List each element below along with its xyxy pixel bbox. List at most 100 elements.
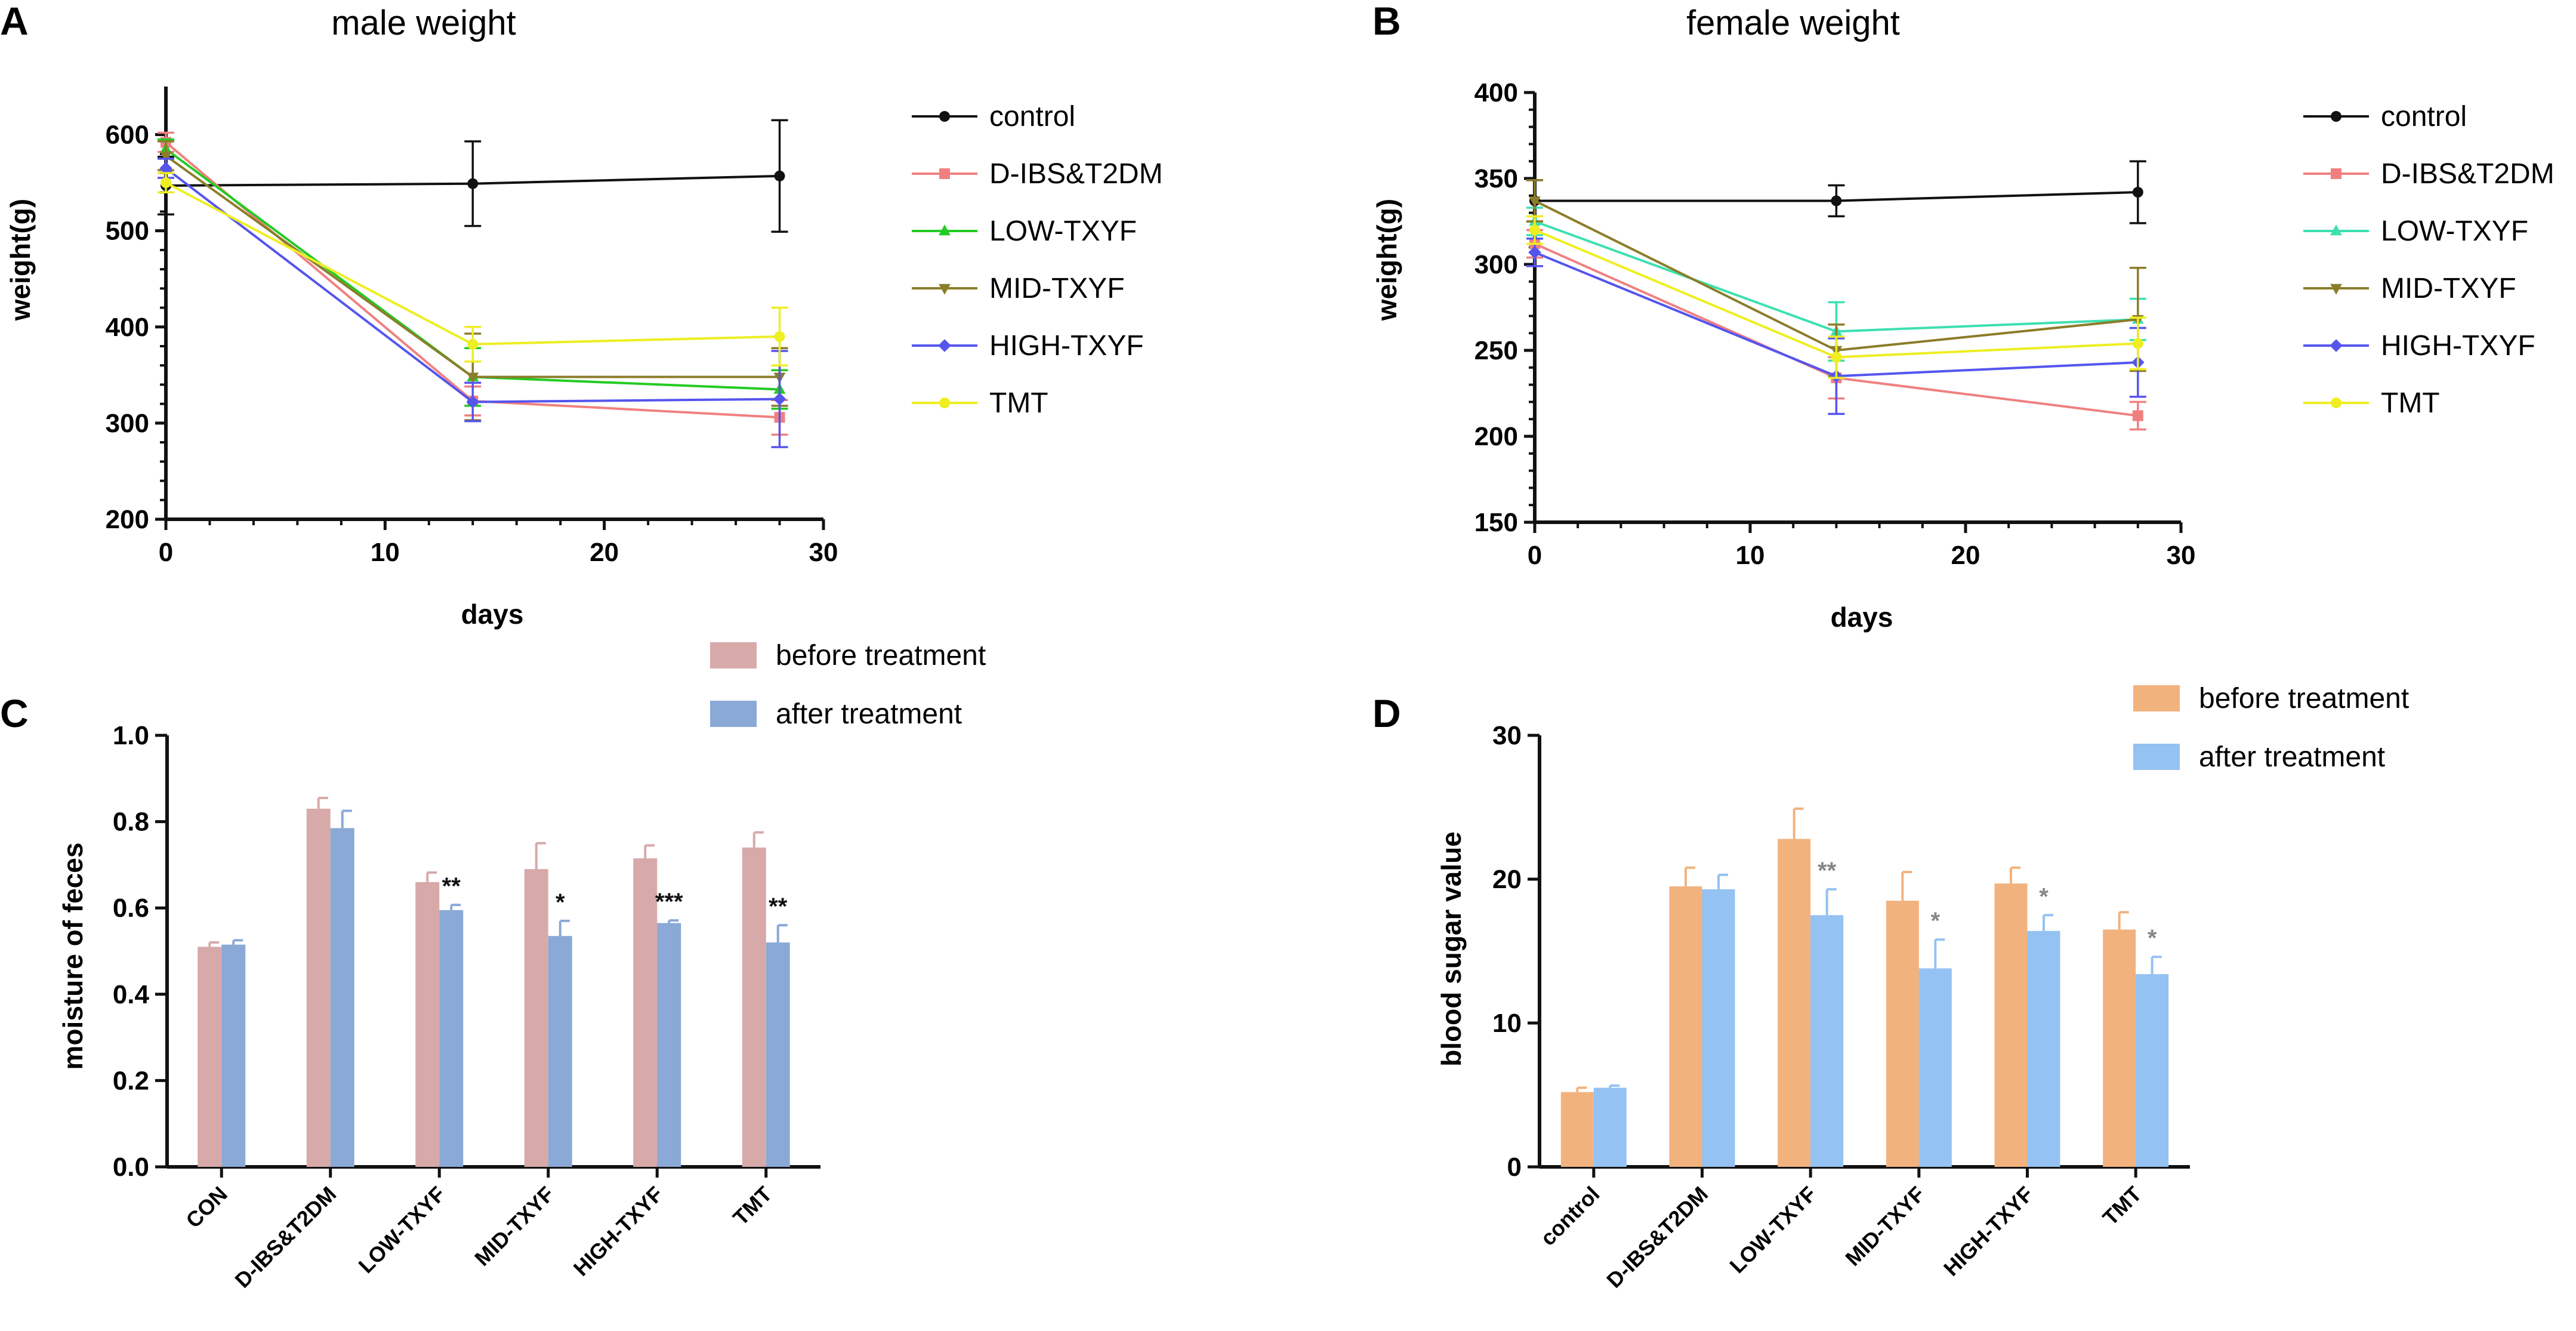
pc-bar-after-treatment-high-txyf: [657, 923, 681, 1167]
pc-category-label-d-ibs-t2dm: D-IBS&T2DM: [230, 1182, 341, 1293]
pb-x-tick-label: 0: [1528, 541, 1542, 570]
pd-significance-marker: *: [2039, 883, 2049, 910]
pa-x-tick-label: 20: [590, 538, 619, 567]
pd-significance-marker: *: [2148, 925, 2157, 951]
pd-before-treatment-legend-swatch: [2133, 685, 2180, 711]
pb-d-ibs-t2dm-legend-marker: [2331, 168, 2341, 179]
pb-y-tick-label: 150: [1474, 508, 1518, 537]
pa-y-tick-label: 500: [106, 217, 149, 246]
pc-category-label-mid-txyf: MID-TXYF: [470, 1182, 559, 1271]
pc-after-treatment-legend-label: after treatment: [776, 698, 962, 730]
pa-high-txyf-point: [773, 392, 786, 406]
pb-y-tick-label: 300: [1474, 250, 1518, 279]
pa-d-ibs-t2dm-legend-marker: [939, 168, 950, 179]
panel-letter-c: C: [0, 691, 29, 735]
y-axis-title-d: blood sugar value: [1436, 831, 1467, 1067]
pd-after-treatment-legend-label: after treatment: [2199, 741, 2385, 773]
pa-control-point: [467, 178, 479, 189]
pa-tmt-point: [467, 338, 479, 350]
panel-a: A male weight weight(g) days 20030040050…: [0, 0, 1163, 630]
pc-bar-after-treatment-tmt: [766, 942, 790, 1167]
pb-tmt-legend-label: TMT: [2381, 387, 2440, 419]
pd-category-label-high-txyf: HIGH-TXYF: [1939, 1182, 2038, 1281]
pc-category-label-con: CON: [181, 1182, 232, 1233]
pb-y-tick-label: 350: [1474, 164, 1518, 193]
pa-mid-txyf-point: [160, 151, 172, 162]
pb-high-txyf-point: [1528, 246, 1541, 259]
pc-y-tick-label: 0.2: [113, 1066, 149, 1095]
pb-control-legend-marker: [2331, 111, 2341, 122]
pa-tmt-point: [774, 331, 785, 342]
pb-mid-txyf-point: [1529, 196, 1541, 208]
pa-control-legend-marker: [939, 111, 950, 122]
pd-bar-before-treatment-control: [1560, 1092, 1594, 1167]
pc-bar-before-treatment-mid-txyf: [524, 869, 548, 1167]
pc-y-tick-label: 1.0: [113, 721, 149, 750]
pa-high-txyf-point: [159, 162, 172, 175]
pd-y-tick-label: 10: [1492, 1009, 1522, 1038]
axes-a: 200 300 400 500 600 0 10 20 30: [106, 87, 838, 567]
pb-y-tick-label: 200: [1474, 422, 1518, 451]
pd-after-treatment-legend-swatch: [2133, 744, 2180, 770]
y-axis-title-a: weight(g): [5, 199, 36, 321]
pb-x-tick-label: 30: [2167, 541, 2196, 570]
panel-letter-a: A: [0, 0, 29, 43]
panel-b: B female weight weight(g) days 150200250…: [1371, 0, 2555, 633]
pd-category-label-control: control: [1535, 1182, 1604, 1250]
legend-d: before treatment after treatment: [2133, 683, 2409, 773]
pa-y-tick-label: 600: [106, 121, 149, 150]
pa-high-txyf-legend-marker: [938, 339, 951, 352]
legend-c: before treatment after treatment: [710, 640, 986, 730]
pc-before-treatment-legend-label: before treatment: [776, 640, 986, 671]
pc-category-label-high-txyf: HIGH-TXYF: [569, 1182, 668, 1281]
pd-category-label-tmt: TMT: [2098, 1182, 2146, 1230]
pc-bar-after-treatment-con: [221, 944, 246, 1167]
pa-y-tick-label: 400: [106, 313, 149, 342]
pb-d-ibs-t2dm-point: [2132, 410, 2143, 421]
pb-mid-txyf-legend-label: MID-TXYF: [2381, 273, 2516, 304]
pd-bar-after-treatment-mid-txyf: [1918, 968, 1952, 1167]
pd-y-tick-label: 30: [1492, 721, 1522, 750]
pc-bar-after-treatment-d-ibs-t2dm: [330, 828, 354, 1167]
y-axis-title-b: weight(g): [1371, 199, 1402, 321]
pd-bar-after-treatment-high-txyf: [2027, 931, 2060, 1167]
pa-low-txyf-legend-label: LOW-TXYF: [989, 215, 1137, 247]
pd-significance-marker: **: [1818, 858, 1837, 884]
pb-tmt-point: [2132, 338, 2143, 349]
pa-x-tick-label: 10: [371, 538, 400, 567]
y-axis-title-c: moisture of feces: [57, 843, 88, 1070]
chart-title-a: male weight: [331, 4, 516, 42]
pb-tmt-legend-marker: [2331, 398, 2341, 408]
pb-low-txyf-legend-marker: [2330, 224, 2342, 236]
pd-category-label-low-txyf: LOW-TXYF: [1724, 1182, 1821, 1278]
pa-high-txyf-legend-label: HIGH-TXYF: [989, 330, 1144, 362]
pa-tmt-legend-label: TMT: [989, 387, 1048, 419]
panel-letter-b: B: [1372, 0, 1401, 43]
pd-category-label-d-ibs-t2dm: D-IBS&T2DM: [1602, 1182, 1713, 1293]
pa-x-tick-label: 30: [809, 538, 838, 567]
pa-mid-txyf-legend-marker: [939, 284, 951, 295]
legend-a: control D-IBS&T2DM LOW-TXYF MID-TXYF HIGH-TX…: [912, 101, 1163, 419]
pb-mid-txyf-legend-marker: [2330, 284, 2342, 295]
pc-y-tick-label: 0.6: [113, 894, 149, 923]
pd-category-label-mid-txyf: MID-TXYF: [1840, 1182, 1929, 1271]
pb-x-tick-label: 10: [1736, 541, 1765, 570]
pa-x-tick-label: 0: [159, 538, 173, 567]
panel-letter-d: D: [1372, 691, 1401, 735]
pb-tmt-point: [1831, 352, 1842, 363]
pc-significance-marker: **: [442, 873, 461, 899]
chart-title-b: female weight: [1686, 4, 1900, 42]
plot-area-d: *****: [1560, 807, 2169, 1167]
pa-low-txyf-legend-marker: [939, 224, 951, 236]
pd-bar-after-treatment-d-ibs-t2dm: [1702, 889, 1735, 1167]
pc-bar-after-treatment-low-txyf: [439, 910, 464, 1167]
pd-bar-before-treatment-mid-txyf: [1886, 901, 1919, 1167]
pb-y-tick-label: 400: [1474, 78, 1518, 107]
pc-y-tick-label: 0.0: [113, 1153, 149, 1182]
panel-c: C moisture of feces 0.0 0.2 0.4 0.6 0.8 1.0 CO…: [0, 640, 986, 1293]
pd-significance-marker: *: [1931, 908, 1941, 934]
pc-bar-before-treatment-d-ibs-t2dm: [306, 808, 331, 1167]
pb-control-legend-label: control: [2381, 101, 2467, 133]
axes-b: 150 200 250 300 350 400 0 10 20 30: [1474, 78, 2196, 570]
